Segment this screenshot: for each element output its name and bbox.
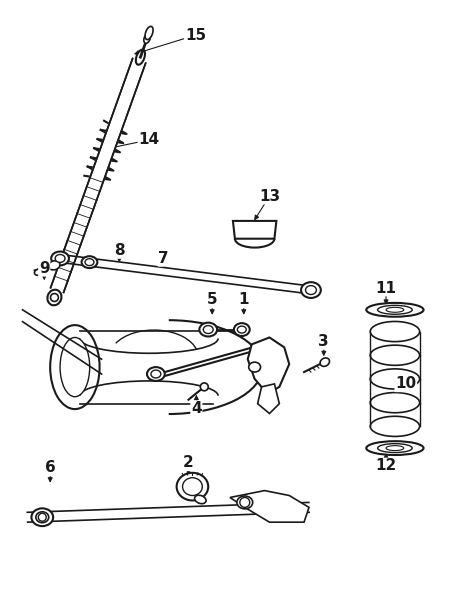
Text: 1: 1 <box>238 292 249 307</box>
Ellipse shape <box>370 369 419 389</box>
Text: 15: 15 <box>185 28 206 43</box>
Polygon shape <box>70 330 228 403</box>
Circle shape <box>50 293 59 302</box>
Ellipse shape <box>47 290 61 305</box>
Text: 8: 8 <box>114 243 125 258</box>
Ellipse shape <box>386 307 404 312</box>
Text: 10: 10 <box>395 376 416 392</box>
Ellipse shape <box>82 256 97 268</box>
Text: 14: 14 <box>138 133 159 147</box>
Ellipse shape <box>378 444 412 452</box>
Ellipse shape <box>51 252 69 266</box>
Ellipse shape <box>144 34 150 44</box>
Ellipse shape <box>177 473 208 501</box>
Ellipse shape <box>249 362 261 372</box>
Ellipse shape <box>147 367 165 381</box>
Ellipse shape <box>48 261 60 270</box>
Circle shape <box>38 513 46 521</box>
Ellipse shape <box>136 49 145 65</box>
Polygon shape <box>59 254 311 294</box>
Ellipse shape <box>85 259 94 266</box>
Ellipse shape <box>237 326 246 333</box>
Ellipse shape <box>370 393 419 413</box>
Ellipse shape <box>386 446 404 451</box>
Text: 7: 7 <box>158 251 169 266</box>
Ellipse shape <box>306 286 316 294</box>
Ellipse shape <box>366 441 424 455</box>
Ellipse shape <box>31 508 53 526</box>
Ellipse shape <box>234 323 250 336</box>
Ellipse shape <box>50 325 99 409</box>
Ellipse shape <box>370 416 419 436</box>
Text: 4: 4 <box>191 401 202 416</box>
Text: 11: 11 <box>375 280 396 296</box>
Ellipse shape <box>36 512 49 522</box>
Ellipse shape <box>237 496 253 509</box>
Polygon shape <box>248 337 289 394</box>
Ellipse shape <box>199 323 217 336</box>
Circle shape <box>200 383 208 391</box>
Circle shape <box>240 498 250 507</box>
Ellipse shape <box>366 303 424 317</box>
Text: 5: 5 <box>207 292 217 307</box>
Ellipse shape <box>301 282 321 298</box>
Ellipse shape <box>183 478 202 495</box>
Ellipse shape <box>145 27 153 39</box>
Polygon shape <box>233 221 276 239</box>
Text: 13: 13 <box>259 188 280 204</box>
Ellipse shape <box>320 358 330 366</box>
Ellipse shape <box>370 345 419 365</box>
Ellipse shape <box>203 326 213 333</box>
Polygon shape <box>230 491 309 522</box>
Text: 2: 2 <box>183 455 194 471</box>
Text: 3: 3 <box>319 334 329 349</box>
Ellipse shape <box>35 269 42 275</box>
Polygon shape <box>257 384 279 413</box>
Text: 12: 12 <box>375 458 397 474</box>
Ellipse shape <box>60 337 90 397</box>
Text: 9: 9 <box>39 261 49 276</box>
Ellipse shape <box>195 495 206 504</box>
Text: 6: 6 <box>45 461 55 475</box>
Ellipse shape <box>151 370 161 378</box>
Polygon shape <box>50 58 146 292</box>
Ellipse shape <box>370 322 419 342</box>
Polygon shape <box>27 502 309 522</box>
Ellipse shape <box>55 254 65 262</box>
Ellipse shape <box>378 305 412 315</box>
